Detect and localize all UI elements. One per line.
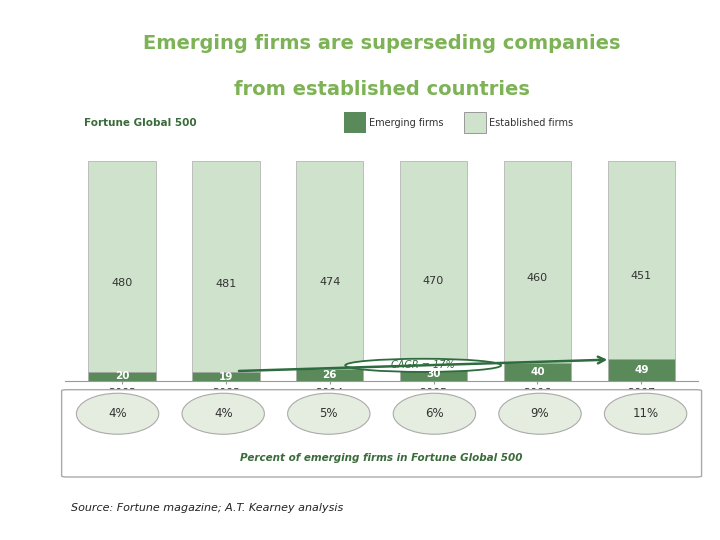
Bar [608,359,675,381]
Text: Source: Fortune magazine; A.T. Kearney analysis: Source: Fortune magazine; A.T. Kearney a… [71,503,343,512]
Bar [343,112,366,133]
Bar [504,363,571,381]
Text: Southern Multinationals?: Southern Multinationals? [24,171,37,390]
Text: 4%: 4% [108,407,127,420]
Bar [88,161,156,372]
Text: 451: 451 [631,271,652,281]
Text: 19: 19 [219,372,233,382]
Text: 26: 26 [323,370,337,380]
FancyBboxPatch shape [62,390,701,477]
Ellipse shape [76,393,159,434]
Text: 6%: 6% [425,407,444,420]
Bar [400,368,467,381]
Bar [608,161,675,359]
Bar [504,161,571,363]
Text: CAGR = 17%: CAGR = 17% [391,360,455,370]
Ellipse shape [346,359,501,372]
Bar [296,369,364,381]
Bar [400,161,467,368]
Text: 4%: 4% [214,407,233,420]
Ellipse shape [393,393,476,434]
Text: 481: 481 [215,279,236,289]
Ellipse shape [604,393,687,434]
Text: Percent of emerging firms in Fortune Global 500: Percent of emerging firms in Fortune Glo… [240,453,523,463]
Text: 470: 470 [423,276,444,286]
Text: 40: 40 [530,367,545,377]
Text: 49: 49 [634,365,649,375]
Text: 460: 460 [527,273,548,284]
Bar [296,161,364,369]
Text: 480: 480 [112,279,132,288]
Text: 5%: 5% [320,407,338,420]
Text: 474: 474 [319,277,341,287]
Ellipse shape [182,393,264,434]
Text: Established firms: Established firms [490,118,573,128]
Text: 11%: 11% [633,407,659,420]
Text: from established countries: from established countries [234,80,529,99]
Bar [192,373,259,381]
Ellipse shape [287,393,370,434]
Text: Emerging firms: Emerging firms [369,118,444,128]
Text: 30: 30 [426,369,441,379]
Text: Fortune Global 500: Fortune Global 500 [84,118,197,128]
Ellipse shape [499,393,581,434]
Bar [464,112,486,133]
Text: 9%: 9% [531,407,549,420]
Text: 20: 20 [114,372,129,381]
Bar [88,372,156,381]
Bar [192,161,259,373]
Text: Emerging firms are superseding companies: Emerging firms are superseding companies [143,34,621,53]
